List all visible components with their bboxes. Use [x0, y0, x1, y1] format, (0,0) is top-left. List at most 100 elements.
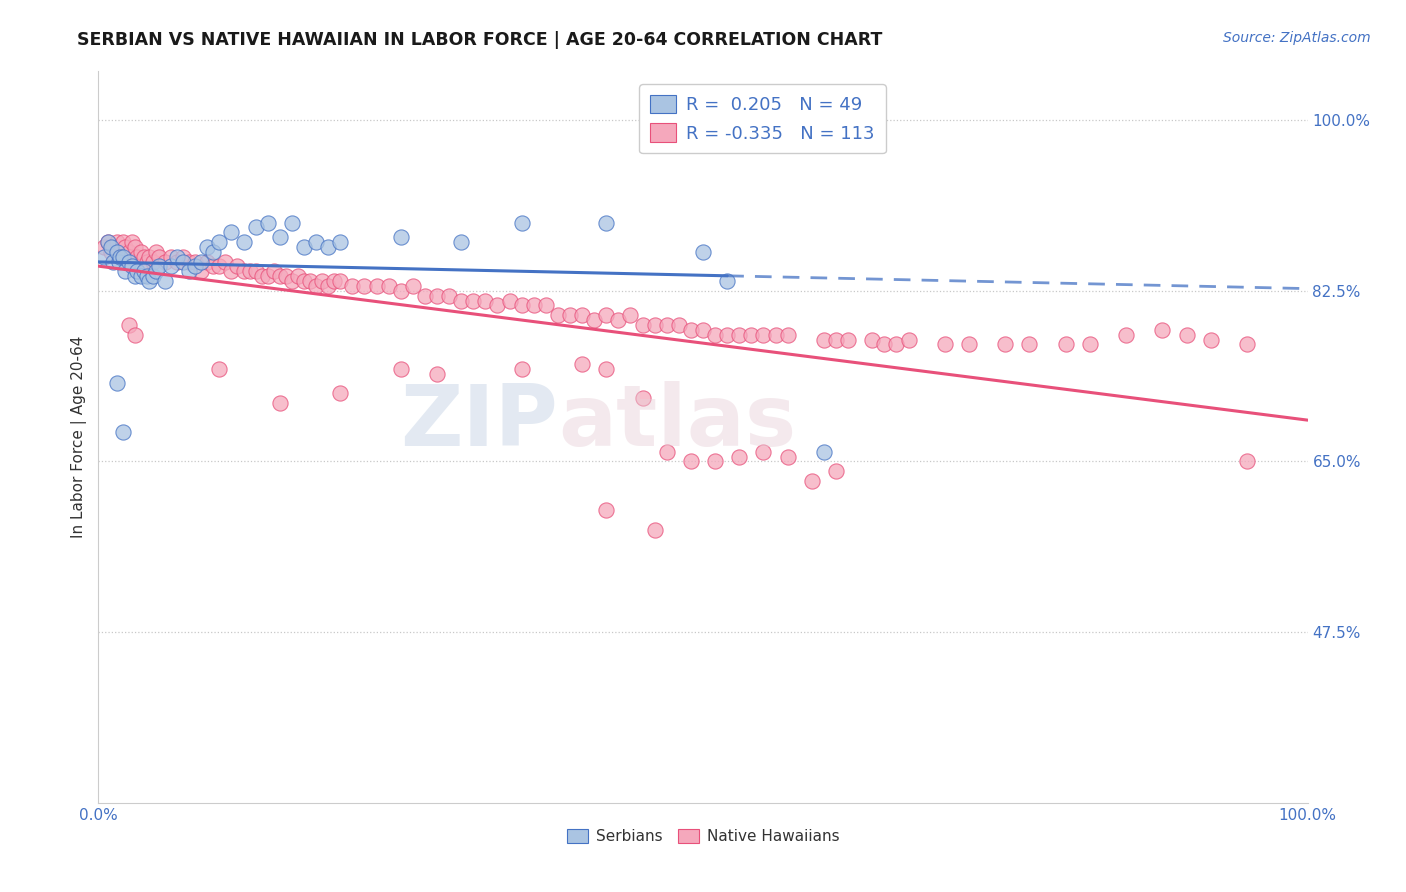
Point	[1199, 333, 1222, 347]
Point	[226, 260, 249, 274]
Point	[571, 308, 593, 322]
Point	[329, 386, 352, 401]
Point	[111, 250, 134, 264]
Point	[269, 396, 291, 410]
Point	[121, 235, 143, 249]
Text: SERBIAN VS NATIVE HAWAIIAN IN LABOR FORCE | AGE 20-64 CORRELATION CHART: SERBIAN VS NATIVE HAWAIIAN IN LABOR FORC…	[77, 31, 883, 49]
Point	[692, 244, 714, 259]
Point	[934, 337, 956, 351]
Point	[221, 225, 243, 239]
Point	[129, 269, 152, 284]
Point	[202, 244, 225, 259]
Point	[897, 333, 920, 347]
Point	[1152, 323, 1174, 337]
Point	[389, 230, 412, 244]
Point	[765, 327, 787, 342]
Point	[124, 269, 146, 284]
Point	[776, 327, 799, 342]
Point	[800, 474, 823, 488]
Point	[124, 327, 146, 342]
Point	[138, 250, 160, 264]
Point	[281, 215, 304, 229]
Text: ZIP: ZIP	[401, 381, 558, 464]
Point	[172, 250, 194, 264]
Point	[256, 269, 278, 284]
Point	[558, 308, 581, 322]
Point	[311, 274, 333, 288]
Point	[498, 293, 520, 308]
Point	[595, 215, 617, 229]
Point	[250, 269, 273, 284]
Point	[135, 269, 157, 284]
Point	[679, 454, 702, 468]
Point	[292, 240, 315, 254]
Point	[402, 279, 425, 293]
Point	[93, 240, 115, 254]
Point	[256, 215, 278, 229]
Point	[108, 254, 131, 268]
Point	[595, 361, 617, 376]
Point	[93, 250, 115, 264]
Point	[142, 269, 165, 284]
Point	[426, 288, 449, 302]
Point	[679, 323, 702, 337]
Point	[813, 444, 835, 458]
Point	[752, 444, 775, 458]
Point	[245, 220, 267, 235]
Point	[195, 240, 218, 254]
Point	[716, 327, 738, 342]
Point	[281, 274, 304, 288]
Point	[1018, 337, 1040, 351]
Point	[547, 308, 569, 322]
Point	[776, 450, 799, 464]
Point	[160, 260, 183, 274]
Point	[463, 293, 485, 308]
Point	[323, 274, 346, 288]
Point	[108, 250, 131, 264]
Point	[97, 235, 120, 249]
Point	[377, 279, 399, 293]
Point	[619, 308, 641, 322]
Point	[114, 240, 136, 254]
Point	[595, 308, 617, 322]
Point	[184, 260, 207, 274]
Point	[571, 357, 593, 371]
Point	[534, 298, 557, 312]
Point	[179, 264, 201, 278]
Point	[108, 250, 131, 264]
Point	[221, 264, 243, 278]
Point	[190, 254, 212, 268]
Point	[292, 274, 315, 288]
Point	[1236, 337, 1258, 351]
Point	[437, 288, 460, 302]
Point	[105, 376, 128, 391]
Point	[135, 254, 157, 268]
Point	[510, 215, 533, 229]
Point	[129, 244, 152, 259]
Point	[1115, 327, 1137, 342]
Point	[510, 361, 533, 376]
Point	[148, 260, 170, 274]
Point	[124, 240, 146, 254]
Point	[111, 425, 134, 440]
Point	[1054, 337, 1077, 351]
Point	[142, 254, 165, 268]
Point	[114, 264, 136, 278]
Point	[101, 240, 124, 254]
Point	[668, 318, 690, 332]
Point	[184, 254, 207, 268]
Point	[450, 293, 472, 308]
Point	[486, 298, 509, 312]
Point	[474, 293, 496, 308]
Point	[208, 361, 231, 376]
Point	[118, 318, 141, 332]
Point	[305, 279, 328, 293]
Point	[134, 264, 156, 278]
Y-axis label: In Labor Force | Age 20-64: In Labor Force | Age 20-64	[72, 336, 87, 538]
Point	[607, 313, 630, 327]
Point	[172, 254, 194, 268]
Point	[118, 244, 141, 259]
Point	[179, 254, 201, 268]
Point	[118, 254, 141, 268]
Point	[274, 269, 297, 284]
